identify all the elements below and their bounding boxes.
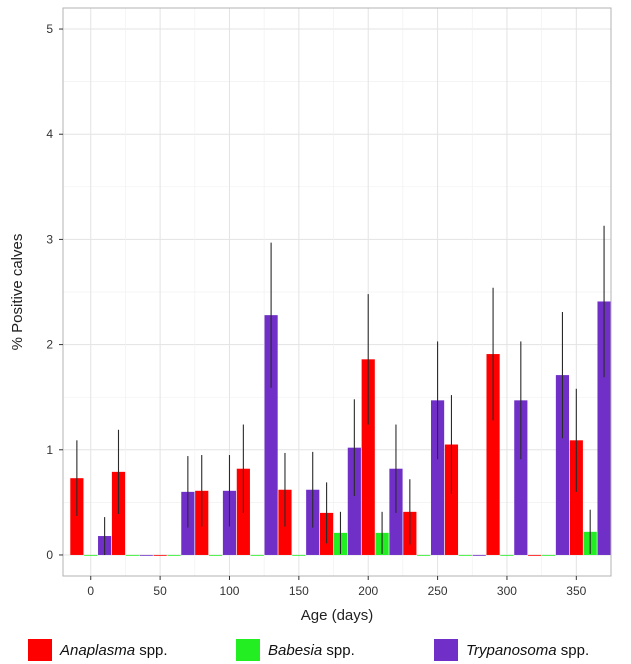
legend-genus-anaplasma: Anaplasma xyxy=(60,641,136,659)
bar-trypanosoma xyxy=(264,315,278,555)
bar-babesia xyxy=(292,554,306,556)
x-tick-label: 50 xyxy=(153,584,167,598)
legend-genus-babesia: Babesia xyxy=(268,641,323,659)
bar-babesia xyxy=(417,554,431,556)
y-axis-label: % Positive calves xyxy=(9,234,26,351)
legend-item-anaplasma: Anaplasma spp. xyxy=(28,638,168,662)
y-tick-label: 0 xyxy=(46,548,53,562)
error-bars xyxy=(76,225,605,555)
bar-anaplasma xyxy=(569,440,583,555)
x-tick-label: 350 xyxy=(566,584,586,598)
legend-label-trypanosoma: Trypanosoma spp. xyxy=(466,642,589,659)
bar-anaplasma xyxy=(153,554,167,556)
y-tick-label: 2 xyxy=(46,338,53,352)
legend-label-anaplasma: Anaplasma spp. xyxy=(60,642,168,659)
legend-suffix-trypanosoma: spp. xyxy=(556,641,590,659)
x-tick-label: 300 xyxy=(497,584,517,598)
x-tick-label: 0 xyxy=(87,584,94,598)
y-tick-label: 5 xyxy=(46,22,53,36)
bar-babesia xyxy=(500,554,514,556)
legend-swatch-anaplasma xyxy=(28,639,52,661)
bar-trypanosoma xyxy=(555,375,570,555)
bar-trypanosoma xyxy=(597,301,611,555)
legend-swatch-trypanosoma xyxy=(434,639,458,661)
x-axis: 0 50 100 150 200 250 300 350 xyxy=(87,576,587,598)
legend-suffix-babesia: spp. xyxy=(322,641,355,659)
x-tick-label: 250 xyxy=(428,584,448,598)
bar-anaplasma xyxy=(444,444,459,555)
bar-babesia xyxy=(167,554,181,556)
legend-suffix-anaplasma: spp. xyxy=(135,641,168,659)
legend: Anaplasma spp. Babesia spp. Trypanosoma … xyxy=(0,636,631,664)
x-tick-label: 150 xyxy=(289,584,309,598)
bar-babesia xyxy=(209,554,223,556)
bar-trypanosoma xyxy=(430,400,445,555)
bar-trypanosoma xyxy=(139,554,153,556)
x-tick-label: 200 xyxy=(358,584,378,598)
bar-babesia xyxy=(250,554,264,556)
legend-swatch-babesia xyxy=(236,639,260,661)
plot-panel-border xyxy=(62,7,612,577)
y-tick-label: 4 xyxy=(46,127,53,141)
gridlines xyxy=(63,8,612,576)
bar-trypanosoma xyxy=(472,554,486,556)
legend-item-babesia: Babesia spp. xyxy=(236,638,355,662)
bar-babesia xyxy=(458,554,472,556)
legend-label-babesia: Babesia spp. xyxy=(268,642,355,659)
legend-item-trypanosoma: Trypanosoma spp. xyxy=(434,638,589,662)
x-axis-label: Age (days) xyxy=(301,607,374,624)
bar-anaplasma xyxy=(486,354,500,555)
y-axis: 0 1 2 3 4 5 xyxy=(46,22,63,562)
bar-trypanosoma xyxy=(347,447,361,555)
bar-anaplasma xyxy=(70,478,84,555)
x-tick-label: 100 xyxy=(219,584,239,598)
bar-trypanosoma xyxy=(514,400,528,555)
bar-babesia xyxy=(541,554,556,556)
bar-babesia xyxy=(84,554,98,556)
bar-babesia xyxy=(125,554,139,556)
y-tick-label: 1 xyxy=(46,443,53,457)
legend-genus-trypanosoma: Trypanosoma xyxy=(466,641,557,659)
y-tick-label: 3 xyxy=(46,232,53,246)
bar-anaplasma xyxy=(528,554,542,556)
bar-anaplasma xyxy=(361,359,375,555)
